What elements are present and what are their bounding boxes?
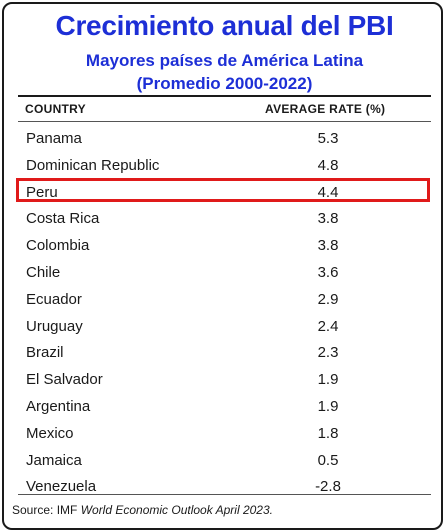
country-cell: El Salvador: [26, 371, 103, 389]
table-row: Ecuador 2.9: [18, 287, 431, 313]
rate-cell: 1.9: [317, 398, 339, 415]
country-cell: Mexico: [26, 424, 74, 442]
rate-cell: 1.9: [317, 371, 339, 389]
country-cell: Dominican Republic: [26, 156, 160, 174]
rate-cell: 4.4: [317, 183, 339, 201]
rate-cell: 0.5: [317, 451, 339, 469]
table-row: Brazil 2.3: [18, 340, 431, 366]
table-row: Uruguay 2.4: [18, 314, 431, 340]
column-header-average-rate: AVERAGE RATE (%): [265, 102, 386, 116]
rate-cell: 4.8: [317, 156, 339, 174]
column-header-country: COUNTRY: [25, 102, 86, 116]
table-bottom-rule: [18, 494, 431, 495]
table-row: Peru 4.4: [18, 180, 431, 206]
source-prefix: Source: IMF: [12, 503, 81, 517]
country-cell: Brazil: [26, 344, 64, 362]
country-cell: Jamaica: [26, 451, 82, 469]
chart-subtitle-line2: (Promedio 2000-2022): [136, 74, 313, 93]
country-cell: Venezuela: [26, 478, 97, 496]
chart-title: Crecimiento anual del PBI: [55, 10, 394, 41]
table-row: Venezuela -2.8: [18, 474, 431, 500]
rate-cell: 1.8: [317, 424, 339, 442]
table-row: Colombia 3.8: [18, 233, 431, 259]
country-cell: Argentina: [26, 398, 91, 415]
country-cell: Panama: [26, 130, 82, 147]
rate-cell: 5.3: [317, 130, 339, 147]
rate-cell: -2.8: [315, 478, 341, 496]
table-row: Panama 5.3: [18, 126, 431, 152]
table-row: El Salvador 1.9: [18, 367, 431, 393]
country-cell: Peru: [26, 183, 58, 201]
country-cell: Chile: [26, 264, 61, 281]
table-row: Costa Rica 3.8: [18, 206, 431, 232]
table-row: Argentina 1.9: [18, 394, 431, 420]
rate-cell: 2.4: [317, 317, 339, 335]
table-row: Mexico 1.8: [18, 421, 431, 447]
table-top-rule: [18, 95, 431, 97]
rate-cell: 2.9: [317, 290, 339, 308]
rate-cell: 3.8: [317, 237, 339, 255]
source-title: World Economic Outlook April 2023.: [80, 503, 273, 517]
rate-cell: 3.6: [317, 264, 339, 281]
country-cell: Uruguay: [26, 317, 83, 335]
table-row: Chile 3.6: [18, 260, 431, 286]
table-row: Dominican Republic 4.8: [18, 153, 431, 179]
source-note: Source: IMF World Economic Outlook April…: [12, 503, 273, 517]
table-row: Jamaica 0.5: [18, 448, 431, 474]
country-cell: Ecuador: [26, 290, 82, 308]
highlight-box: [16, 177, 430, 202]
rate-cell: 3.8: [317, 210, 339, 228]
country-cell: Costa Rica: [26, 210, 100, 228]
table-header-rule: [18, 121, 431, 122]
chart-subtitle-line1: Mayores países de América Latina: [85, 51, 364, 70]
country-cell: Colombia: [26, 237, 90, 255]
rate-cell: 2.3: [317, 344, 339, 362]
